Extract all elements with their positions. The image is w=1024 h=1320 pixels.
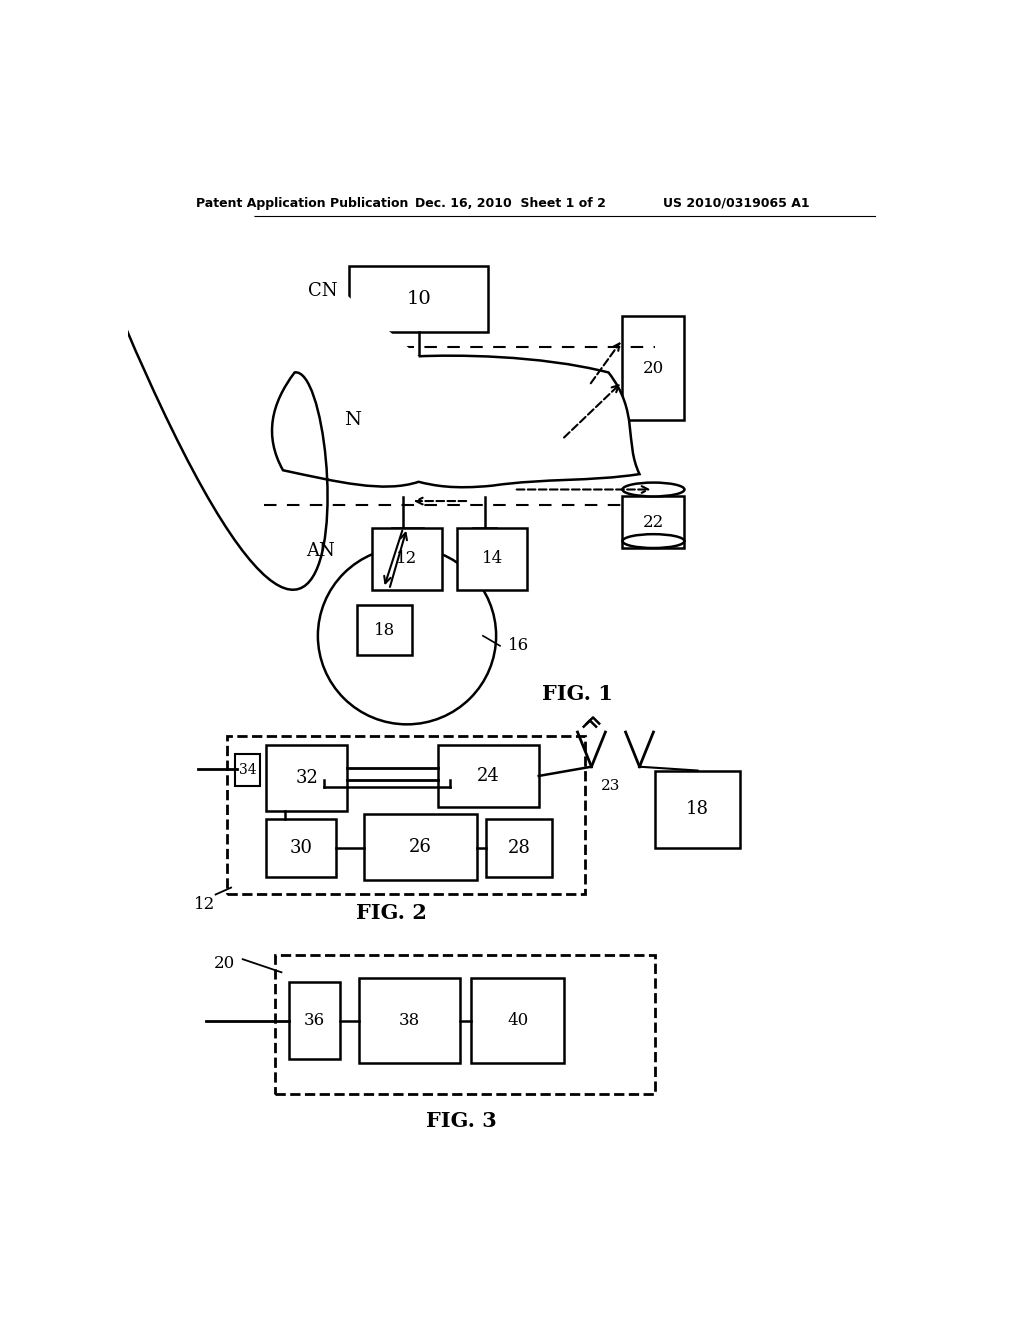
Text: 18: 18 [686, 800, 710, 818]
Text: 24: 24 [477, 767, 500, 785]
Text: 10: 10 [407, 290, 431, 308]
PathPatch shape [0, 355, 640, 1320]
Text: FIG. 3: FIG. 3 [426, 1111, 497, 1131]
Text: 12: 12 [396, 550, 418, 568]
FancyBboxPatch shape [623, 317, 684, 420]
Text: Dec. 16, 2010  Sheet 1 of 2: Dec. 16, 2010 Sheet 1 of 2 [415, 197, 605, 210]
FancyBboxPatch shape [438, 744, 539, 807]
Text: 40: 40 [507, 1012, 528, 1030]
Ellipse shape [623, 483, 684, 496]
FancyBboxPatch shape [359, 978, 460, 1063]
Text: Patent Application Publication: Patent Application Publication [197, 197, 409, 210]
Text: 14: 14 [481, 550, 503, 568]
FancyBboxPatch shape [623, 496, 684, 548]
Text: 38: 38 [398, 1012, 420, 1030]
Text: 12: 12 [194, 896, 215, 913]
FancyBboxPatch shape [471, 978, 564, 1063]
FancyBboxPatch shape [356, 605, 413, 655]
FancyBboxPatch shape [349, 267, 488, 331]
Circle shape [317, 548, 496, 725]
FancyBboxPatch shape [234, 754, 260, 785]
Text: AN: AN [306, 543, 335, 560]
Text: 20: 20 [643, 360, 665, 376]
Text: 34: 34 [239, 763, 256, 776]
Text: 20: 20 [214, 956, 234, 973]
FancyBboxPatch shape [289, 982, 340, 1059]
FancyBboxPatch shape [655, 771, 740, 847]
Text: 32: 32 [295, 768, 318, 787]
Text: 36: 36 [304, 1012, 325, 1030]
Text: 16: 16 [508, 638, 528, 655]
Text: 28: 28 [508, 840, 530, 857]
Text: US 2010/0319065 A1: US 2010/0319065 A1 [663, 197, 809, 210]
Text: N: N [344, 412, 361, 429]
Text: 23: 23 [601, 779, 621, 793]
Text: FIG. 2: FIG. 2 [356, 903, 427, 923]
Text: CN: CN [308, 282, 337, 300]
FancyBboxPatch shape [486, 818, 552, 876]
FancyBboxPatch shape [266, 744, 347, 810]
FancyBboxPatch shape [266, 818, 336, 876]
FancyBboxPatch shape [275, 956, 655, 1094]
FancyBboxPatch shape [227, 737, 586, 894]
Text: 30: 30 [290, 840, 312, 857]
Ellipse shape [623, 535, 684, 548]
Text: 26: 26 [410, 838, 432, 857]
Text: 22: 22 [643, 513, 665, 531]
FancyBboxPatch shape [365, 814, 477, 880]
Text: 18: 18 [374, 622, 395, 639]
Text: FIG. 1: FIG. 1 [542, 684, 613, 704]
FancyBboxPatch shape [458, 528, 527, 590]
FancyBboxPatch shape [372, 528, 442, 590]
